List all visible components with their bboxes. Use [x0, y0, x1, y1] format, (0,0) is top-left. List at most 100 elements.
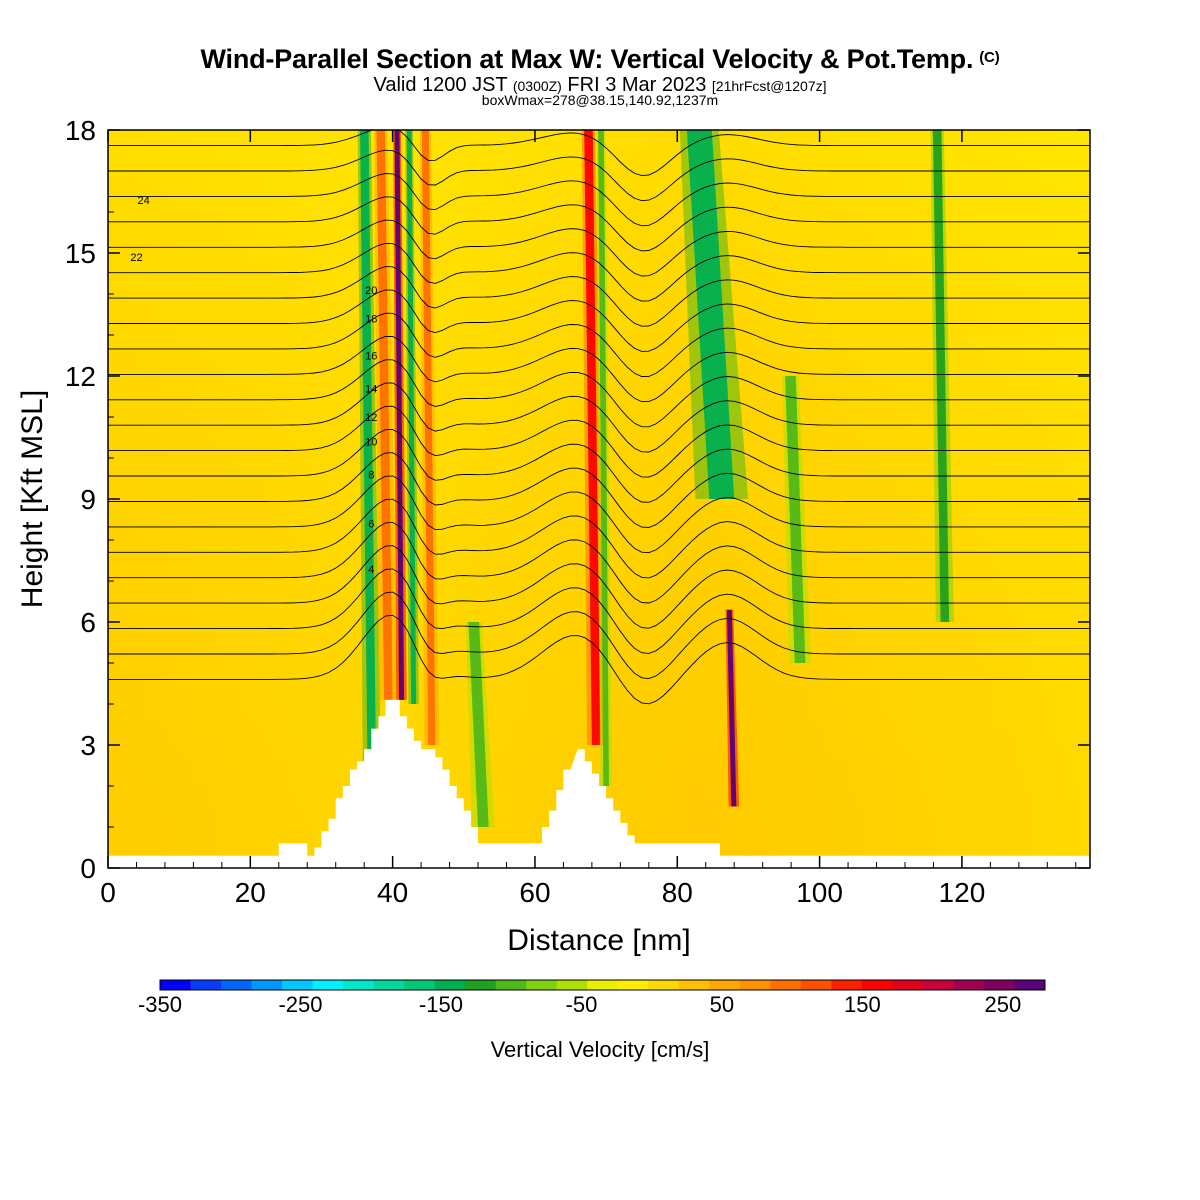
valid-time-forecast: [21hrFcst@1207z]: [711, 78, 827, 94]
x-tick-label: 80: [662, 877, 693, 908]
colorbar-swatch: [648, 980, 680, 990]
y-tick-label: 15: [65, 238, 96, 269]
isotherm-label: 20: [365, 285, 377, 297]
isotherm-line: [108, 568, 1090, 654]
isotherm-label: 8: [368, 470, 374, 482]
chart-title-text: Wind-Parallel Section at Max W: Vertical…: [200, 44, 974, 74]
velocity-column: [584, 130, 601, 745]
velocity-column: [598, 130, 609, 786]
y-tick-label: 3: [80, 730, 96, 761]
colorbar-swatch: [617, 980, 649, 990]
colorbar-tick-label: -350: [138, 992, 182, 1017]
colorbar-swatch: [770, 980, 802, 990]
isotherm-line: [108, 289, 1090, 352]
colorbar-tick-label: 250: [984, 992, 1021, 1017]
velocity-column: [726, 609, 737, 807]
valid-time-b: FRI 3 Mar 2023: [561, 74, 712, 96]
colorbar-swatch: [373, 980, 405, 990]
isotherm-label: 6: [368, 519, 374, 531]
colorbar-swatch: [739, 980, 771, 990]
isotherm-label: 10: [365, 437, 377, 449]
colorbar-swatch: [465, 980, 497, 990]
colorbar-tick-label: 50: [710, 992, 734, 1017]
isotherm-line: [108, 173, 1090, 227]
y-tick-label: 18: [65, 115, 96, 146]
isotherm-label: 4: [368, 564, 374, 576]
colorbar-label: Vertical Velocity [cm/s]: [491, 1037, 710, 1062]
isotherm-label: 12: [365, 412, 377, 424]
chart-box-max: boxWmax=278@38.15,140.92,1237m: [481, 92, 719, 108]
chart-title: Wind-Parallel Section at Max W: Vertical…: [0, 44, 1200, 75]
colorbar-swatch: [709, 980, 741, 990]
terrain-profile: [108, 699, 1090, 868]
colorbar-swatch: [831, 980, 863, 990]
valid-time-utc: (0300Z): [512, 78, 562, 94]
copyright-mark: (C): [979, 49, 1000, 66]
isotherm-line: [108, 521, 1090, 604]
isotherm-line: [108, 149, 1090, 202]
colorbar-swatch: [800, 980, 832, 990]
isotherm-line: [108, 591, 1090, 680]
colorbar-swatch: [1014, 980, 1046, 990]
isotherm-line: [108, 452, 1090, 528]
isotherm-line: [108, 614, 1090, 705]
plot-area: 24 22 20 18 16 14 12 10 8 6 4: [108, 130, 1090, 868]
colorbar-swatch: [343, 980, 375, 990]
colorbar-tick-label: -50: [566, 992, 598, 1017]
velocity-column: [406, 130, 417, 704]
colorbar-swatch: [221, 980, 252, 990]
isotherm-label: 22: [130, 252, 142, 264]
colorbar-tick-label: 150: [844, 992, 881, 1017]
isotherm-line: [108, 429, 1090, 503]
valid-time-a: Valid 1200 JST: [373, 74, 513, 96]
x-tick-label: 20: [235, 877, 266, 908]
velocity-column: [394, 130, 405, 700]
colorbar-swatch: [892, 980, 924, 990]
colorbar-swatch: [953, 980, 985, 990]
x-axis-label: Distance [nm]: [507, 924, 690, 957]
colorbar-swatch: [861, 980, 893, 990]
velocity-column: [686, 130, 735, 499]
y-tick-label: 12: [65, 361, 96, 392]
x-tick-label: 120: [939, 877, 986, 908]
velocity-column: [376, 130, 393, 700]
colorbar-swatch: [556, 980, 588, 990]
colorbar-tick-label: -150: [419, 992, 463, 1017]
velocity-column: [421, 130, 436, 745]
x-tick-label: 100: [796, 877, 843, 908]
y-tick-label: 0: [80, 853, 96, 884]
x-tick-label: 40: [377, 877, 408, 908]
isotherm-line: [108, 219, 1090, 277]
colorbar-swatch: [190, 980, 222, 990]
isotherm-line: [108, 359, 1090, 428]
colorbar-swatch: [312, 980, 344, 990]
colorbar-swatch: [251, 980, 283, 990]
isotherm-label: 24: [137, 195, 149, 207]
isotherm-line: [108, 336, 1090, 403]
isotherm-line: [108, 545, 1090, 629]
isotherm-label: 14: [365, 383, 377, 395]
velocity-column: [468, 622, 489, 827]
colorbar-swatch: [495, 980, 527, 990]
velocity-column: [360, 130, 377, 786]
colorbar-swatch: [983, 980, 1015, 990]
isotherm-line: [108, 498, 1090, 579]
velocity-column: [932, 130, 950, 622]
isotherm-line: [108, 266, 1090, 327]
x-tick-label: 60: [519, 877, 550, 908]
colorbar-swatch: [160, 980, 191, 990]
colorbar-swatch: [678, 980, 710, 990]
colorbar-swatch: [526, 980, 558, 990]
isotherm-label: 18: [365, 314, 377, 326]
colorbar-swatch: [282, 980, 313, 990]
isotherm-label: 16: [365, 351, 377, 363]
colorbar-tick-label: -250: [278, 992, 322, 1017]
isotherm-line: [108, 405, 1090, 478]
colorbar-frame: [159, 979, 1046, 991]
isotherm-line: [108, 242, 1090, 302]
isotherm-line: [108, 382, 1090, 453]
colorbar-swatch: [587, 980, 619, 990]
isotherm-line: [108, 196, 1090, 252]
y-tick-label: 9: [80, 484, 96, 515]
